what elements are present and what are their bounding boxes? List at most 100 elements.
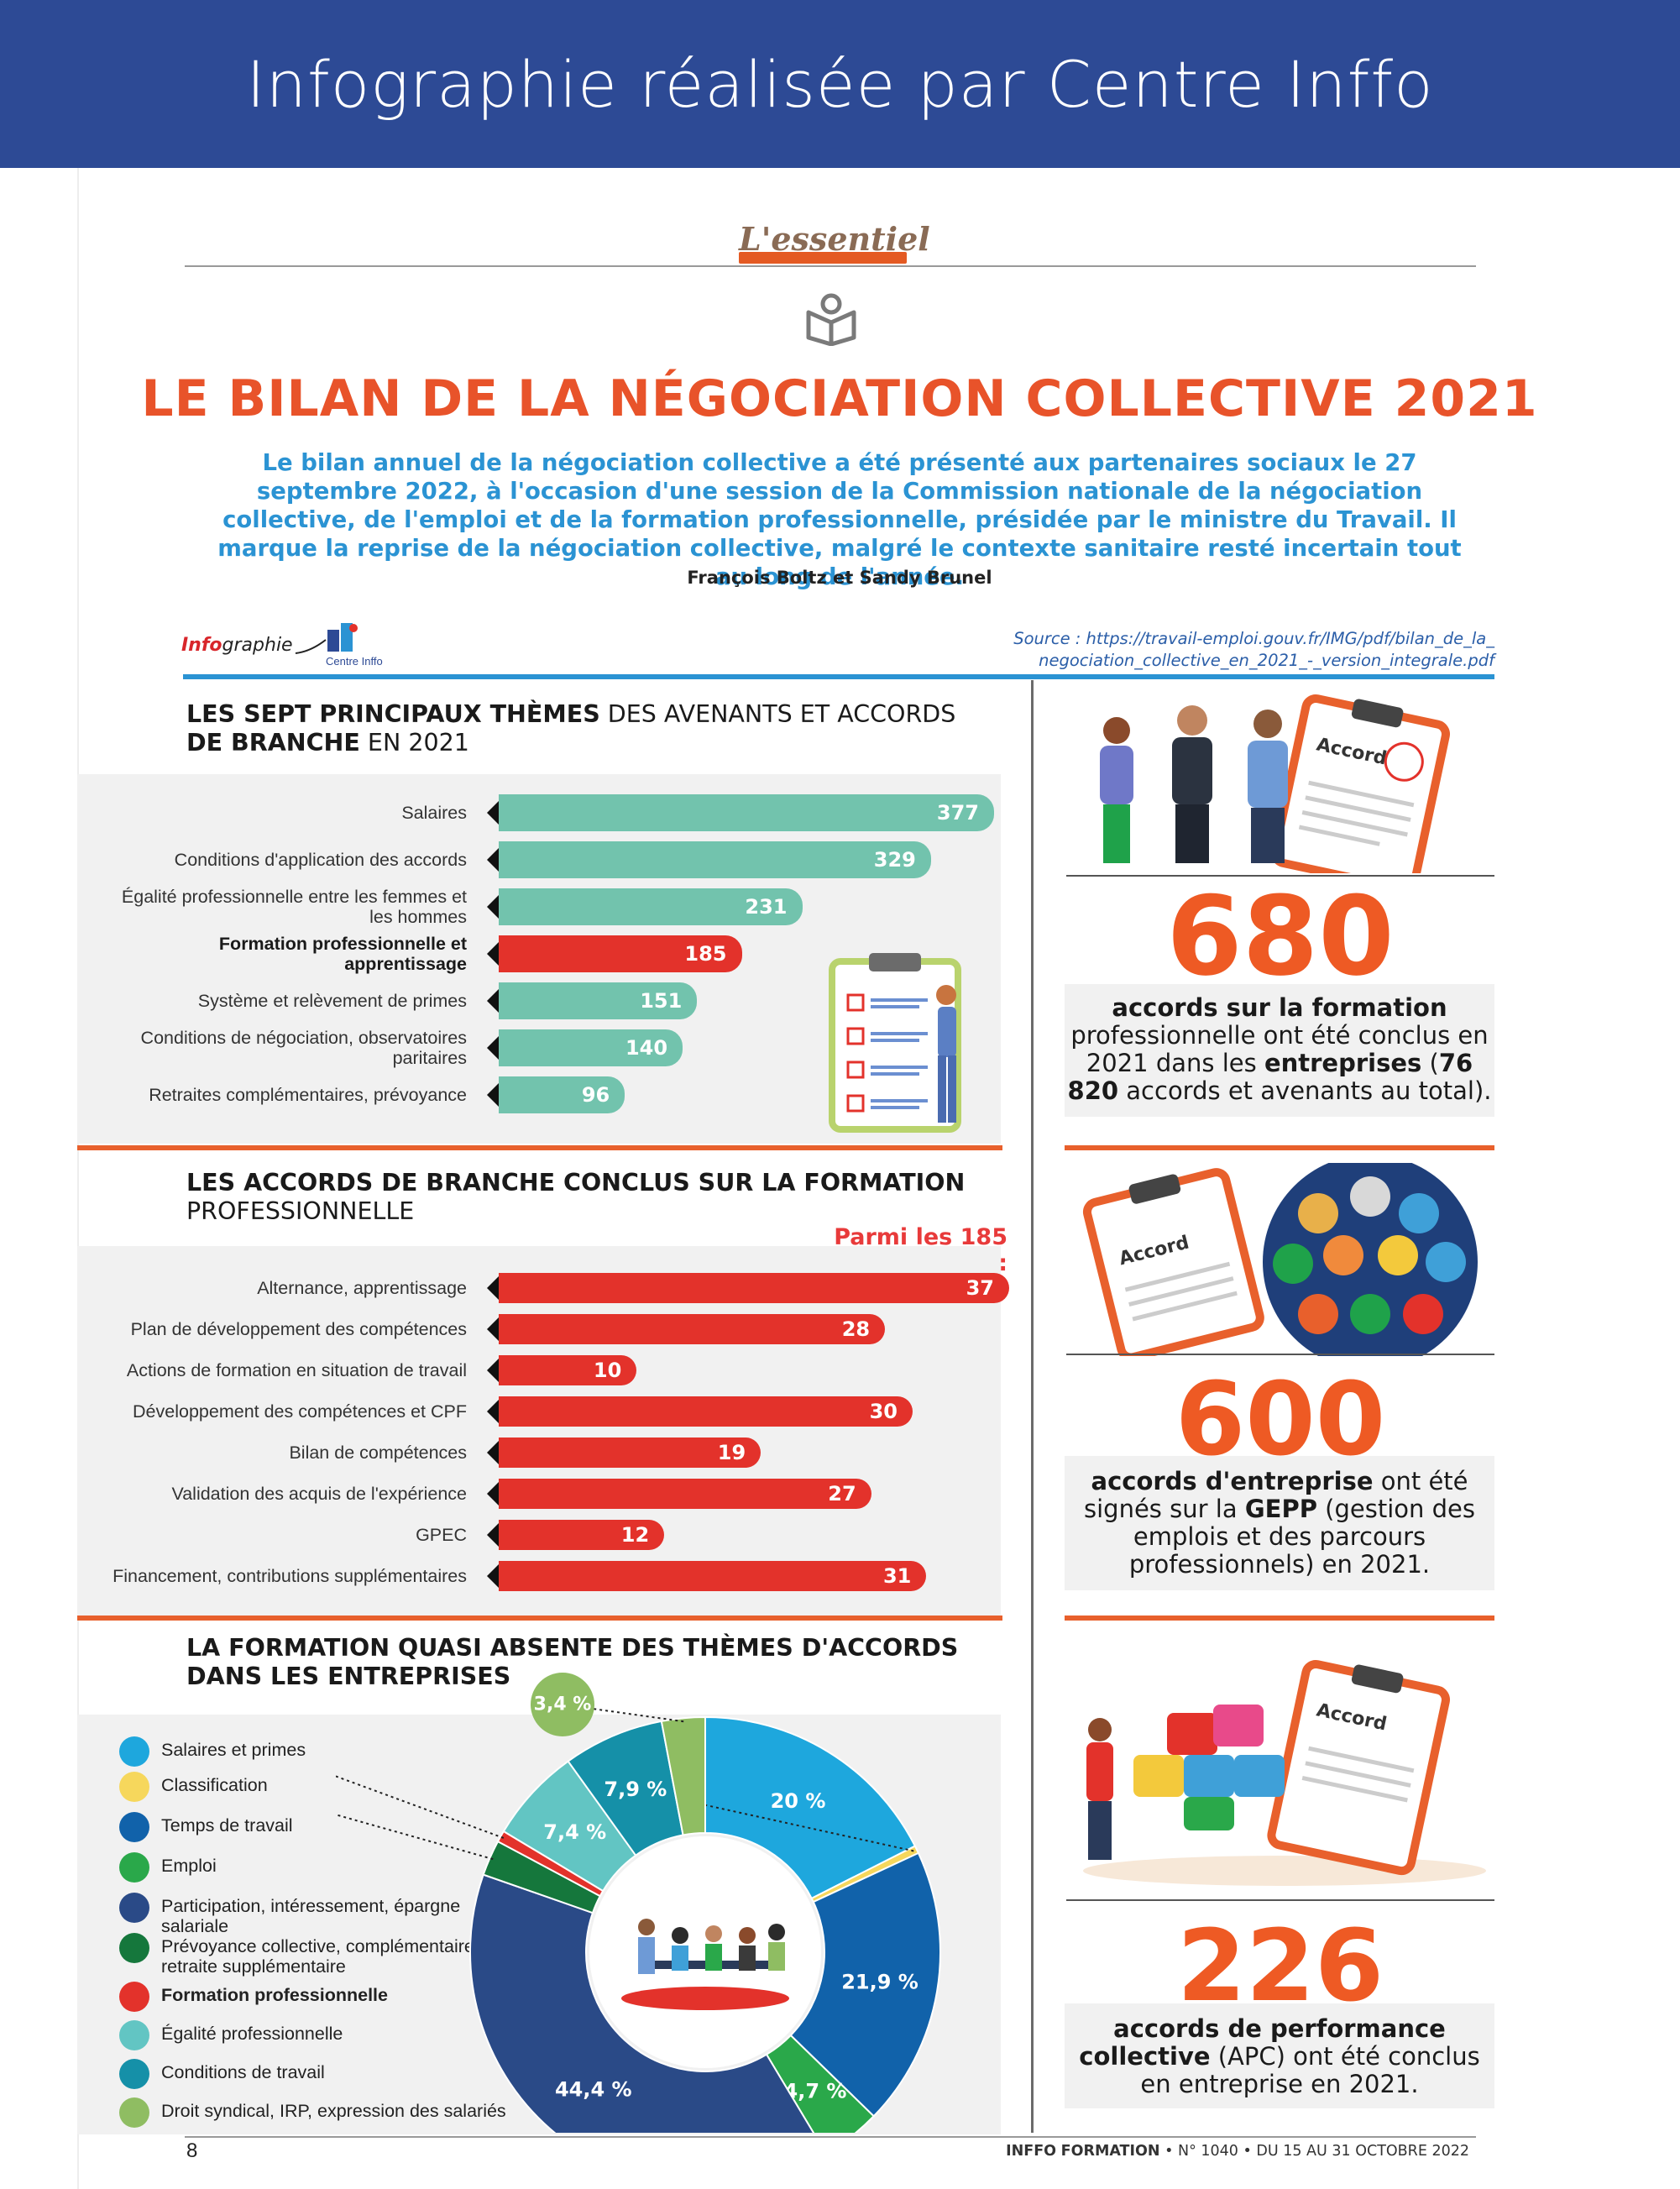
legend-item: Participation, intéressement, épargne sa… (119, 1893, 531, 1936)
bar-marker (487, 1523, 499, 1547)
bar-value-label: 10 (593, 1359, 622, 1382)
essentiel-tag: L'essentiel (739, 220, 930, 258)
legend-item: Salaires et primes (119, 1736, 531, 1767)
bar-label: Plan de développement des compétences (130, 1319, 467, 1339)
bar-value-label: 140 (625, 1036, 668, 1060)
donut-value-label: 3,4 % (534, 1694, 592, 1715)
source-line-1: Source : https://travail-emploi.gouv.fr/… (1013, 629, 1494, 648)
bar: 30 (499, 1396, 913, 1427)
meeting-illustration (621, 1919, 789, 2010)
donut-slice (660, 1715, 706, 1836)
bar-value-label: 185 (684, 942, 727, 966)
puzzle-illustration: Accord (1083, 1660, 1486, 1886)
legend-label: Salaires et primes (161, 1740, 306, 1760)
bar-marker (487, 801, 499, 825)
legend-label: Conditions de travail (161, 2062, 325, 2082)
donut-chart: 20 %0,6 %21,9 %4,7 %44,4 %2,8 %0,9 %7,4 … (336, 1673, 941, 2133)
authors: François Boltz et Sandy Brunel (687, 568, 992, 588)
stat3-text-a: (APC) ont été conclus en entreprise en 2… (1140, 2042, 1480, 2098)
footer-brand-b: FORMATION (1060, 2143, 1160, 2160)
section1-title-rest2: EN 2021 (359, 729, 469, 757)
bar: 329 (499, 841, 931, 878)
stat2-bottom-rule (1065, 1616, 1494, 1621)
section2-title-bold: LES ACCORDS DE BRANCHE CONCLUS SUR LA FO… (186, 1169, 966, 1197)
legend-label: Droit syndical, IRP, expression des sala… (161, 2101, 506, 2121)
bar: 27 (499, 1479, 871, 1509)
legend-label: Égalité professionnelle (161, 2024, 343, 2044)
section3-title: LA FORMATION QUASI ABSENTE DES THÈMES D'… (186, 1634, 958, 1691)
reader-icon (806, 293, 856, 346)
bar: 19 (499, 1438, 761, 1468)
legend-item: Temps de travail (119, 1812, 531, 1842)
bar-label: Salaires (401, 803, 467, 823)
section2-panel (77, 1246, 1001, 1616)
section1-title-rest1: DES AVENANTS ET ACCORDS (599, 700, 956, 728)
bar-marker (487, 1317, 499, 1341)
stat2-box: accords d'entreprise ont été signés sur … (1065, 1456, 1494, 1590)
legend-swatch (119, 1772, 149, 1802)
bar: 231 (499, 888, 803, 925)
blue-divider (183, 674, 1494, 679)
stat1-text-c: accords et avenants au total). (1118, 1076, 1492, 1105)
stat1-text-a: professionnelle ont été conclus en 2021 … (1070, 1021, 1489, 1077)
donut-slice (469, 1873, 815, 2133)
stat3-number: 226 (1176, 1908, 1384, 2024)
bar-marker (487, 1482, 499, 1506)
footer-issue: INFFO FORMATION • N° 1040 • DU 15 AU 31 … (840, 2143, 1469, 2160)
source-line-2: negociation_collective_en_2021_-_version… (1039, 651, 1494, 670)
legend-label: Temps de travail (161, 1815, 293, 1836)
stat2-number: 600 (1175, 1362, 1386, 1479)
section2-title-rest: PROFESSIONNELLE (186, 1197, 415, 1225)
legend-swatch (119, 1933, 149, 1963)
bar-label: Égalité professionnelle entre les femmes… (121, 887, 467, 927)
legend-item: Égalité professionnelle (119, 2020, 531, 2050)
bar-label: Alternance, apprentissage (257, 1278, 467, 1298)
handshake-illustration: Accord (1100, 694, 1450, 873)
stat1-bold-b: entreprises (1264, 1049, 1422, 1077)
bar-marker (487, 989, 499, 1013)
bar-value-label: 31 (882, 1564, 912, 1588)
footer-brand-a: INFFO (1006, 2143, 1057, 2160)
legend-item: Conditions de travail (119, 2059, 531, 2089)
bar-label: Système et relèvement de primes (197, 991, 467, 1011)
stat3-bold-a: accords de performance collective (1079, 2014, 1446, 2071)
top-banner: Infographie réalisée par Centre Inffo (0, 0, 1680, 168)
bar-marker (487, 1359, 499, 1382)
legend-label: Emploi (161, 1856, 217, 1876)
donut-value-label: 4,7 % (784, 2079, 847, 2103)
bar: 140 (499, 1029, 683, 1066)
bar-value-label: 231 (745, 895, 788, 919)
footer-issue-text: • N° 1040 • DU 15 AU 31 OCTOBRE 2022 (1159, 2143, 1469, 2160)
infographie-suffix: graphie (222, 635, 293, 656)
bar-value-label: 37 (966, 1276, 994, 1300)
bar-label: Développement des compétences et CPF (133, 1401, 467, 1422)
legend-swatch (119, 1812, 149, 1842)
bar-label: Conditions de négociation, observatoires… (140, 1028, 467, 1068)
stat1-number: 680 (1166, 872, 1395, 1000)
legend-label: Prévoyance collective, complémentaire sa… (161, 1936, 529, 1977)
donut-value-label: 20 % (771, 1789, 826, 1813)
centre-inffo-text: Centre Inffo (326, 655, 383, 668)
bar-label: Validation des acquis de l'expérience (171, 1484, 467, 1504)
bar-marker (487, 1083, 499, 1107)
bar-marker (487, 1276, 499, 1300)
legend-swatch (119, 1852, 149, 1883)
stat2-bold-b: GEPP (1244, 1495, 1317, 1523)
donut-slice (789, 1851, 941, 2118)
bar-value-label: 96 (581, 1083, 610, 1107)
bar-marker (487, 1441, 499, 1464)
legend-label: Participation, intéressement, épargne sa… (161, 1896, 461, 1936)
clipboard-woman-illustration (829, 953, 961, 1133)
bar-label: Financement, contributions supplémentair… (113, 1566, 467, 1586)
donut-slice (704, 1715, 917, 1900)
bar: 10 (499, 1355, 637, 1385)
bar-label: Actions de formation en situation de tra… (126, 1360, 467, 1380)
bar-marker (487, 1400, 499, 1423)
source-note: Source : https://travail-emploi.gouv.fr/… (924, 628, 1494, 672)
donut-value-label: 7,4 % (543, 1820, 606, 1844)
bar-label: Bilan de compétences (289, 1443, 467, 1463)
bar-label: Conditions d'application des accords (174, 850, 467, 870)
bar: 31 (499, 1561, 927, 1591)
donut-leader-line (610, 1783, 914, 1852)
bar-value-label: 30 (869, 1400, 898, 1423)
